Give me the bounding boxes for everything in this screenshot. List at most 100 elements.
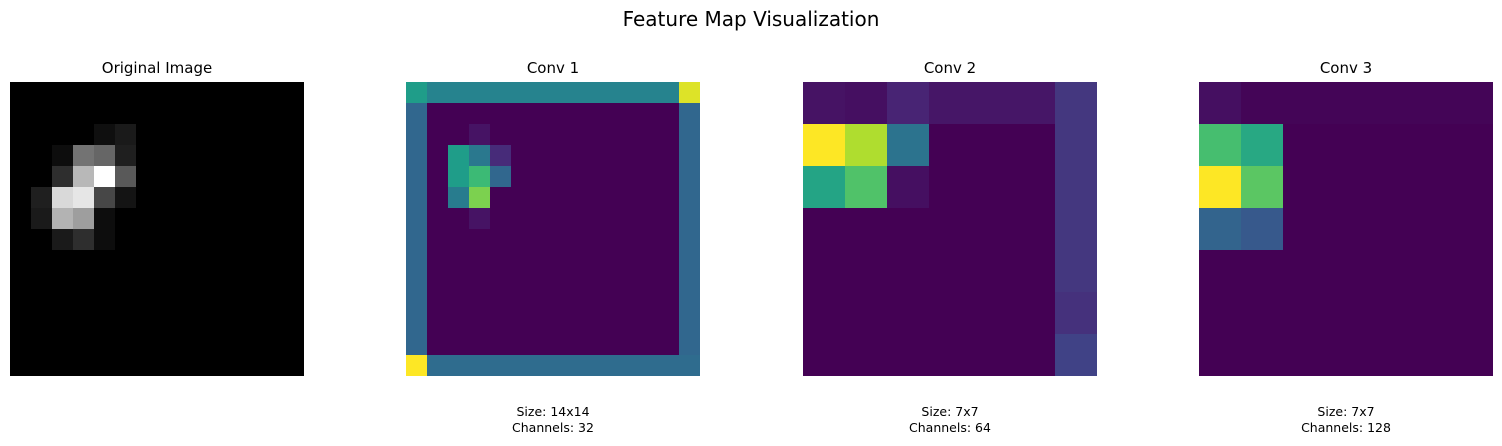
heatmap-cell <box>283 166 304 188</box>
heatmap-cell <box>52 145 74 167</box>
heatmap-cell <box>220 271 242 293</box>
heatmap-cell <box>178 208 200 230</box>
heatmap-cell <box>73 187 95 209</box>
heatmap-cell <box>637 124 659 146</box>
heatmap-cell <box>658 292 680 314</box>
heatmap-cell <box>511 82 533 104</box>
heatmap-cell <box>1451 250 1493 293</box>
heatmap-cell <box>199 292 221 314</box>
heatmap-cell <box>595 82 617 104</box>
heatmap-cell <box>532 229 554 251</box>
heatmap-cell <box>220 145 242 167</box>
heatmap-cell <box>31 103 53 125</box>
heatmap-cell <box>178 313 200 335</box>
heatmap-cell <box>157 292 179 314</box>
heatmap-cell <box>10 292 32 314</box>
heatmap-cell <box>157 145 179 167</box>
heatmap-cell <box>574 124 596 146</box>
heatmap-cell <box>1409 292 1452 335</box>
heatmap-cell <box>553 124 575 146</box>
heatmap-conv-1 <box>406 82 700 376</box>
heatmap-cell <box>115 166 137 188</box>
heatmap-cell <box>1367 292 1410 335</box>
heatmap-cell <box>490 313 512 335</box>
heatmap-cell <box>241 334 263 356</box>
panel-title: Conv 3 <box>1319 59 1373 77</box>
heatmap-cell <box>803 166 846 209</box>
heatmap-cell <box>157 313 179 335</box>
heatmap-cell <box>1409 250 1452 293</box>
heatmap-cell <box>199 313 221 335</box>
heatmap-cell <box>241 313 263 335</box>
heatmap-cell <box>52 187 74 209</box>
heatmap-cell <box>532 82 554 104</box>
panel-title: Conv 1 <box>526 59 580 77</box>
heatmap-cell <box>637 103 659 125</box>
heatmap-cell <box>262 292 284 314</box>
heatmap-cell <box>511 103 533 125</box>
heatmap-cell <box>1199 124 1242 167</box>
heatmap-cell <box>52 292 74 314</box>
heatmap-cell <box>73 355 95 376</box>
heatmap-cell <box>262 103 284 125</box>
heatmap-cell <box>637 187 659 209</box>
heatmap-cell <box>157 82 179 104</box>
heatmap-cell <box>553 355 575 376</box>
heatmap-cell <box>490 250 512 272</box>
heatmap-cell <box>658 145 680 167</box>
heatmap-cell <box>94 166 116 188</box>
heatmap-cell <box>427 208 449 230</box>
heatmap-cell <box>887 250 930 293</box>
heatmap-cell <box>595 187 617 209</box>
heatmap-cell <box>157 271 179 293</box>
heatmap-cell <box>178 355 200 376</box>
heatmap-cell <box>10 250 32 272</box>
heatmap-cell <box>1367 208 1410 251</box>
heatmap-cell <box>73 124 95 146</box>
heatmap-cell <box>637 334 659 356</box>
heatmap-cell <box>595 124 617 146</box>
figure-title: Feature Map Visualization <box>622 7 880 31</box>
heatmap-cell <box>283 82 304 104</box>
heatmap-cell <box>1451 166 1493 209</box>
heatmap-cell <box>845 334 888 376</box>
heatmap-cell <box>262 166 284 188</box>
panel-original-image: Original Image <box>10 58 304 376</box>
heatmap-cell <box>262 334 284 356</box>
heatmap-cell <box>511 124 533 146</box>
heatmap-cell <box>283 229 304 251</box>
heatmap-cell <box>679 145 700 167</box>
heatmap-cell <box>73 145 95 167</box>
heatmap-cell <box>616 82 638 104</box>
caption-conv-3: Size: 7x7 Channels: 128 <box>1199 404 1493 436</box>
heatmap-cell <box>845 208 888 251</box>
heatmap-cell <box>469 166 491 188</box>
heatmap-cell <box>283 124 304 146</box>
heatmap-cell <box>803 334 846 376</box>
heatmap-cell <box>220 166 242 188</box>
heatmap-cell <box>490 271 512 293</box>
heatmap-cell <box>679 82 700 104</box>
heatmap-cell <box>241 208 263 230</box>
heatmap-cell <box>115 313 137 335</box>
heatmap-cell <box>115 208 137 230</box>
heatmap-cell <box>616 250 638 272</box>
heatmap-cell <box>679 208 700 230</box>
heatmap-cell <box>73 313 95 335</box>
heatmap-cell <box>157 208 179 230</box>
heatmap-cell <box>532 313 554 335</box>
heatmap-cell <box>157 250 179 272</box>
heatmap-cell <box>553 313 575 335</box>
heatmap-cell <box>574 313 596 335</box>
heatmap-cell <box>803 250 846 293</box>
heatmap-cell <box>532 292 554 314</box>
heatmap-cell <box>574 187 596 209</box>
heatmap-cell <box>199 187 221 209</box>
heatmap-cell <box>220 187 242 209</box>
heatmap-cell <box>679 355 700 376</box>
heatmap-cell <box>178 103 200 125</box>
heatmap-cell <box>262 124 284 146</box>
heatmap-cell <box>94 292 116 314</box>
heatmap-cell <box>658 229 680 251</box>
heatmap-cell <box>31 187 53 209</box>
